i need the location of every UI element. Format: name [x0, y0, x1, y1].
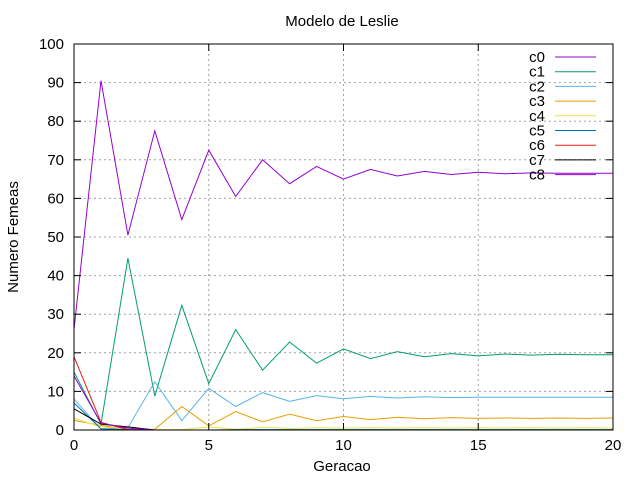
- y-tick-label: 40: [47, 268, 64, 285]
- y-tick-label: 80: [47, 113, 64, 130]
- legend-label-c4: c4: [529, 108, 545, 125]
- series-line-c2: [73, 380, 613, 430]
- axis-ticks: 0 10 20 30 40 50 60 70 80 90 100 0 5 10 15 20: [39, 36, 621, 454]
- y-tick-label: 10: [47, 383, 64, 400]
- grid-lines: [74, 44, 613, 430]
- y-tick-label: 90: [47, 75, 64, 92]
- legend-label-c2: c2: [529, 78, 545, 95]
- y-tick-label: 50: [47, 229, 64, 246]
- x-tick-label: 0: [70, 437, 78, 454]
- y-tick-label: 20: [47, 345, 64, 362]
- x-tick-label: 20: [605, 437, 622, 454]
- y-tick-label: 60: [47, 190, 64, 207]
- y-tick-label: 70: [47, 152, 64, 169]
- y-axis-label: Numero Femeas: [5, 181, 22, 293]
- legend-label-c8: c8: [529, 167, 545, 184]
- x-tick-label: 5: [205, 437, 213, 454]
- x-axis-label: Geracao: [313, 458, 371, 475]
- y-tick-label: 30: [47, 306, 64, 323]
- legend-label-c7: c7: [529, 152, 545, 169]
- legend-label-c3: c3: [529, 93, 545, 110]
- legend-label-c6: c6: [529, 137, 545, 154]
- y-tick-label: 100: [39, 36, 64, 53]
- legend-label-c5: c5: [529, 123, 545, 140]
- series-line-c0: [73, 80, 613, 330]
- x-tick-label: 15: [470, 437, 487, 454]
- x-tick-label: 10: [335, 437, 352, 454]
- series-line-c3: [73, 405, 614, 431]
- legend-label-c1: c1: [529, 64, 545, 81]
- chart-title: Modelo de Leslie: [285, 13, 398, 30]
- legend-label-c0: c0: [529, 49, 545, 66]
- series-line-c1: [73, 258, 613, 426]
- y-tick-label: 0: [56, 422, 64, 439]
